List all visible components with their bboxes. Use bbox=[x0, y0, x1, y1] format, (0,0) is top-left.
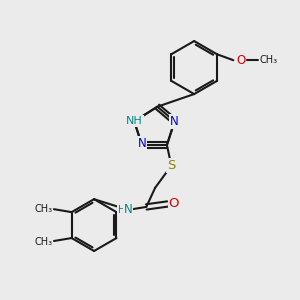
Text: CH₃: CH₃ bbox=[34, 204, 52, 214]
Text: CH₃: CH₃ bbox=[34, 237, 52, 247]
Text: CH₃: CH₃ bbox=[260, 55, 278, 64]
Text: N: N bbox=[124, 203, 132, 216]
Text: H: H bbox=[118, 205, 125, 215]
Text: S: S bbox=[167, 159, 176, 172]
Text: NH: NH bbox=[126, 116, 143, 126]
Text: O: O bbox=[169, 197, 179, 211]
Text: O: O bbox=[236, 54, 245, 67]
Text: N: N bbox=[137, 137, 146, 150]
Text: N: N bbox=[170, 115, 179, 128]
